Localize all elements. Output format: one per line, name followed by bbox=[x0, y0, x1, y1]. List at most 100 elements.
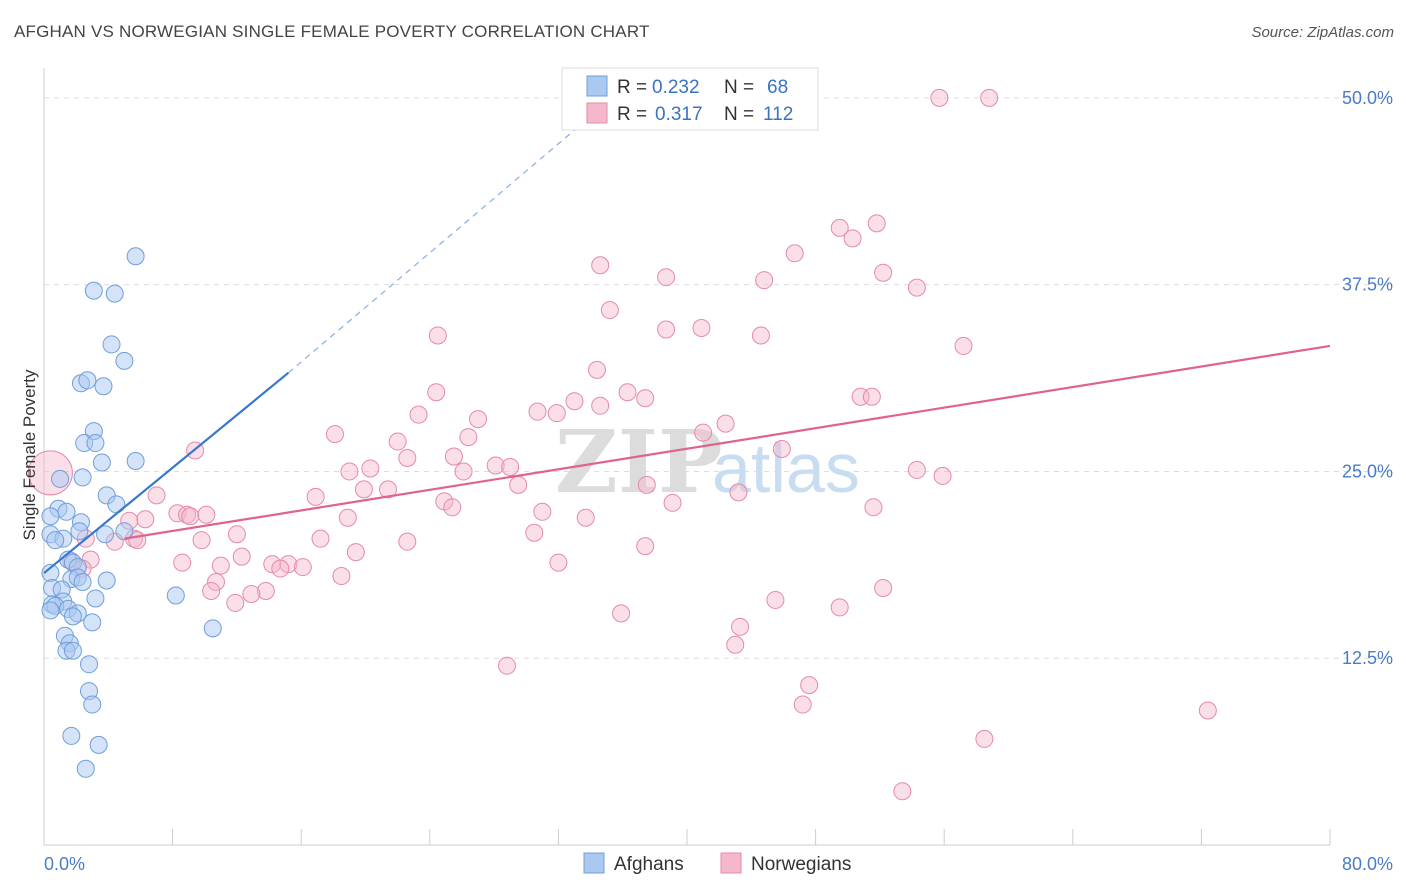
norwegian-point bbox=[907, 278, 926, 297]
afghan-point bbox=[51, 469, 70, 488]
norwegian-point bbox=[862, 387, 881, 406]
afghan-point bbox=[126, 451, 145, 470]
norwegian-point bbox=[528, 402, 547, 421]
norwegian-point bbox=[147, 486, 166, 505]
norwegian-point bbox=[486, 456, 505, 475]
norwegian-point bbox=[980, 88, 999, 107]
norwegian-point bbox=[338, 508, 357, 527]
norwegian-point bbox=[766, 590, 785, 609]
afghan-point bbox=[83, 613, 102, 632]
norwegian-point bbox=[533, 502, 552, 521]
legend-r-label-1: R = bbox=[617, 77, 647, 98]
norwegian-point bbox=[772, 440, 791, 459]
legend-n-label-2: N = bbox=[724, 104, 754, 125]
legend-n-label-1: N = bbox=[724, 77, 754, 98]
norwegian-point bbox=[443, 498, 462, 517]
afghan-point bbox=[46, 531, 65, 550]
norwegian-point bbox=[226, 593, 245, 612]
x-tick-label-max: 80.0% bbox=[1342, 854, 1393, 874]
y-tick-label: 12.5% bbox=[1342, 648, 1393, 668]
norwegian-point bbox=[181, 507, 200, 526]
norwegian-point bbox=[694, 423, 713, 442]
norwegian-point bbox=[271, 559, 290, 578]
norwegian-point bbox=[388, 432, 407, 451]
afghan-point bbox=[80, 655, 99, 674]
afghan-point bbox=[76, 759, 95, 778]
norwegian-point bbox=[874, 263, 893, 282]
norwegian-point bbox=[864, 498, 883, 517]
legend-r-value-1: 0.232 bbox=[652, 77, 700, 98]
axes bbox=[43, 68, 1331, 846]
y-tick-label: 25.0% bbox=[1342, 461, 1393, 481]
afghan-point bbox=[63, 607, 82, 626]
legend-swatch-norwegians bbox=[586, 102, 608, 124]
afghans-points bbox=[41, 247, 222, 778]
norwegian-point bbox=[311, 529, 330, 548]
afghan-point bbox=[70, 522, 89, 541]
norwegian-point bbox=[954, 336, 973, 355]
afghan-point bbox=[57, 502, 76, 521]
norwegian-point bbox=[657, 268, 676, 287]
legend-bottom: Afghans Norwegians bbox=[583, 852, 851, 875]
grid-lines bbox=[44, 97, 1394, 659]
afghan-point bbox=[83, 695, 102, 714]
afghan-point bbox=[96, 525, 115, 544]
legend-top: R = 0.232 N = 68 R = 0.317 N = 112 bbox=[561, 67, 819, 131]
norwegian-point bbox=[207, 573, 226, 592]
norwegian-point bbox=[211, 556, 230, 575]
norwegian-point bbox=[306, 487, 325, 506]
afghan-point bbox=[115, 522, 134, 541]
norwegian-point bbox=[785, 244, 804, 263]
norwegian-point bbox=[398, 448, 417, 467]
afghan-point bbox=[97, 571, 116, 590]
norwegian-point bbox=[975, 729, 994, 748]
norwegian-point bbox=[409, 405, 428, 424]
norwegian-point bbox=[755, 271, 774, 290]
legend-bottom-swatch-norwegians bbox=[720, 852, 742, 874]
chart-title: AFGHAN VS NORWEGIAN SINGLE FEMALE POVERT… bbox=[14, 22, 650, 41]
norwegian-point bbox=[751, 326, 770, 345]
watermark-zip: ZIP bbox=[555, 412, 723, 513]
norwegian-point bbox=[731, 617, 750, 636]
afghan-point bbox=[41, 601, 60, 620]
y-tick-label: 37.5% bbox=[1342, 275, 1393, 295]
norwegian-point bbox=[242, 584, 261, 603]
norwegian-point bbox=[346, 543, 365, 562]
norwegian-point bbox=[525, 523, 544, 542]
legend-bottom-label-norwegians: Norwegians bbox=[751, 854, 851, 875]
y-axis-title: Single Female Poverty bbox=[20, 369, 39, 541]
afghan-point bbox=[78, 371, 97, 390]
trend-lines bbox=[43, 122, 1331, 574]
norwegian-point bbox=[454, 462, 473, 481]
source-label: Source: ZipAtlas.com bbox=[1251, 24, 1394, 41]
norwegian-point bbox=[636, 389, 655, 408]
afghan-point bbox=[84, 281, 103, 300]
norwegian-point bbox=[547, 404, 566, 423]
afghan-point bbox=[126, 247, 145, 266]
norwegian-point bbox=[576, 508, 595, 527]
afghan-point bbox=[86, 589, 105, 608]
norwegian-point bbox=[843, 229, 862, 248]
norwegian-point bbox=[459, 428, 478, 447]
norwegian-point bbox=[256, 581, 275, 600]
norwegian-point bbox=[428, 326, 447, 345]
legend-n-value-1: 68 bbox=[767, 77, 788, 98]
norwegian-point bbox=[893, 782, 912, 801]
legend-r-label-2: R = bbox=[617, 104, 647, 125]
afghan-point bbox=[92, 453, 111, 472]
norwegian-point bbox=[612, 604, 631, 623]
afghan-point bbox=[102, 335, 121, 354]
afghan-point bbox=[73, 573, 92, 592]
norwegian-point bbox=[232, 547, 251, 566]
norwegian-point bbox=[716, 414, 735, 433]
norwegian-point bbox=[332, 567, 351, 586]
norwegian-point bbox=[293, 558, 312, 577]
norwegian-point bbox=[657, 320, 676, 339]
afghan-point bbox=[63, 641, 82, 660]
afghan-point bbox=[203, 619, 222, 638]
norwegian-point bbox=[398, 532, 417, 551]
norwegian-point bbox=[497, 656, 516, 675]
norwegian-point bbox=[325, 425, 344, 444]
y-tick-label: 50.0% bbox=[1342, 88, 1393, 108]
